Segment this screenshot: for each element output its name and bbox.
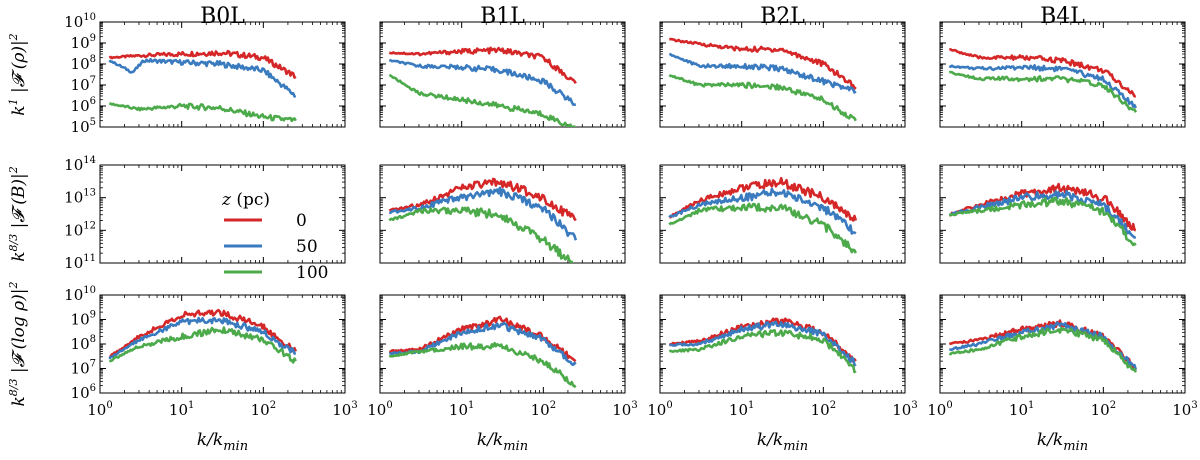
panel: 100 101 102 103 k/kmin xyxy=(647,294,918,454)
panel xyxy=(939,164,1186,264)
series-line-100 xyxy=(668,202,857,254)
y-tick-label: 108 xyxy=(71,54,96,73)
panel-frame xyxy=(939,21,1186,128)
series-line-0 xyxy=(388,46,577,84)
y-tick-label: 1012 xyxy=(64,220,96,239)
x-axis-label: k/kmin xyxy=(1037,430,1088,454)
x-tick-label: 103 xyxy=(612,400,637,419)
y-axis-label: k8/3 |𝓕 (log ρ)|2 xyxy=(7,281,29,406)
panel xyxy=(659,164,906,264)
x-tick-label: 102 xyxy=(251,400,276,419)
panel xyxy=(379,164,626,264)
y-tick-label: 107 xyxy=(71,75,96,94)
y-tick-label: 109 xyxy=(71,33,96,52)
x-tick-label: 103 xyxy=(332,400,357,419)
panel xyxy=(659,21,906,128)
x-axis-label: k/kmin xyxy=(197,430,248,454)
panel-frame xyxy=(99,164,346,264)
x-tick-label: 101 xyxy=(169,400,194,419)
series-line-50 xyxy=(108,57,297,98)
series-line-100 xyxy=(668,73,857,122)
series-line-100 xyxy=(948,196,1137,247)
y-axis-label: k8/3 |𝓕 (B)|2 xyxy=(7,166,29,262)
series-line-50 xyxy=(949,189,1136,239)
series-line-0 xyxy=(388,315,577,363)
column-title: B4L xyxy=(1040,4,1085,29)
x-axis-label: k/kmin xyxy=(477,430,528,454)
x-tick-label: 101 xyxy=(449,400,474,419)
y-tick-label: 1010 xyxy=(64,285,96,304)
y-tick-label: 106 xyxy=(71,96,96,115)
panel-frame xyxy=(379,164,626,264)
panel-frame xyxy=(659,164,906,264)
series-line-50 xyxy=(108,316,296,360)
x-tick-label: 103 xyxy=(1172,400,1197,419)
y-tick-label: 106 xyxy=(71,383,96,402)
x-tick-label: 100 xyxy=(367,400,392,419)
series-line-50 xyxy=(949,321,1138,370)
panel xyxy=(379,21,626,128)
y-tick-label: 108 xyxy=(71,334,96,353)
panel: 105 106 107 108 109 1010 xyxy=(64,12,346,136)
x-tick-label: 101 xyxy=(729,400,754,419)
y-axis-label: k1 |𝓕 (ρ)|2 xyxy=(7,33,29,115)
legend-label: 100 xyxy=(296,263,328,283)
x-tick-label: 102 xyxy=(811,400,836,419)
series-line-0 xyxy=(109,308,297,359)
series-line-50 xyxy=(948,64,1137,109)
panel: 100 101 102 103 k/kmin xyxy=(367,294,638,454)
series-line-50 xyxy=(388,321,577,367)
y-tick-label: 1010 xyxy=(64,12,96,31)
y-tick-label: 1011 xyxy=(64,253,96,272)
y-tick-label: 105 xyxy=(71,117,96,136)
x-tick-label: 102 xyxy=(531,400,556,419)
x-tick-label: 103 xyxy=(892,400,917,419)
series-line-100 xyxy=(388,206,574,263)
series-line-0 xyxy=(669,176,858,222)
y-tick-label: 1014 xyxy=(64,155,96,174)
series-line-100 xyxy=(948,70,1137,113)
series-line-100 xyxy=(109,326,297,364)
series-line-50 xyxy=(389,186,578,241)
legend-label: 0 xyxy=(296,211,307,231)
x-tick-label: 102 xyxy=(1091,400,1116,419)
x-axis-label: k/kmin xyxy=(757,430,808,454)
x-tick-label: 100 xyxy=(647,400,672,419)
panel-frame xyxy=(939,164,1186,264)
series-line-100 xyxy=(388,73,577,127)
column-title: B1L xyxy=(480,4,525,29)
series-line-0 xyxy=(948,182,1137,232)
panel: 1011 1012 1013 1014 xyxy=(64,155,346,272)
x-tick-label: 101 xyxy=(1009,400,1034,419)
series-line-0 xyxy=(669,37,857,90)
y-tick-label: 109 xyxy=(71,310,96,329)
y-tick-label: 1013 xyxy=(64,188,96,207)
panel-frame xyxy=(379,21,626,128)
panel xyxy=(939,21,1186,128)
series-line-100 xyxy=(948,326,1137,373)
panel-frame xyxy=(659,21,906,128)
legend-title: z (pc) xyxy=(221,190,270,210)
series-line-0 xyxy=(949,48,1137,98)
series-line-100 xyxy=(109,102,297,123)
series-line-100 xyxy=(388,341,577,388)
column-title: B0L xyxy=(200,4,245,29)
series-line-50 xyxy=(668,187,857,235)
series-line-0 xyxy=(388,177,577,222)
series-line-50 xyxy=(389,59,577,106)
y-tick-label: 107 xyxy=(71,359,96,378)
series-line-50 xyxy=(669,320,857,367)
column-title: B2L xyxy=(760,4,805,29)
panel-frame xyxy=(99,21,346,128)
series-line-50 xyxy=(668,52,857,94)
series-line-0 xyxy=(108,49,297,79)
x-tick-label: 100 xyxy=(927,400,952,419)
legend-label: 50 xyxy=(296,237,318,257)
series-line-100 xyxy=(668,329,857,374)
x-tick-label: 100 xyxy=(87,400,112,419)
legend: z (pc) 0 50 100 xyxy=(221,190,328,283)
panel-frame xyxy=(379,294,626,394)
panel: 100 101 102 103 k/kmin xyxy=(927,294,1198,454)
